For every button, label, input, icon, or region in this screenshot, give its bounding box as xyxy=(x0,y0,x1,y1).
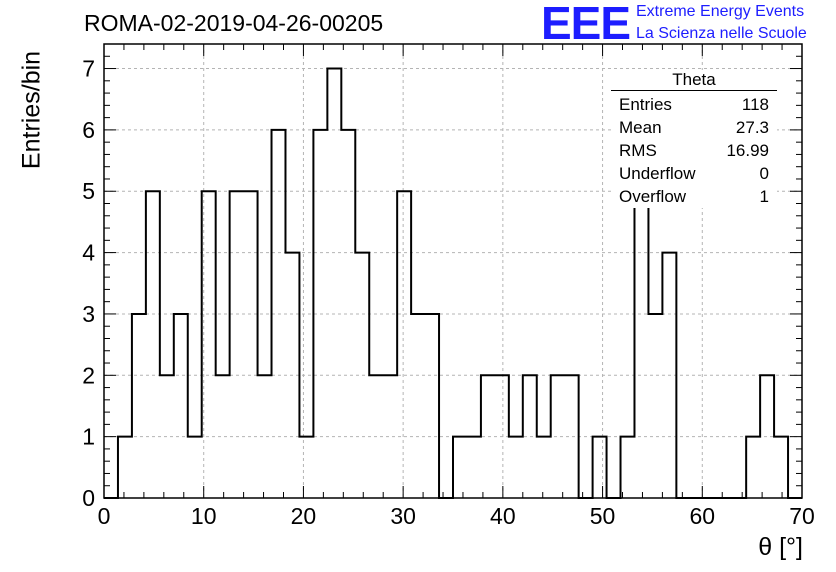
x-tick-label: 0 xyxy=(98,503,111,529)
eee-logo: EEE xyxy=(541,0,631,49)
y-tick-label: 0 xyxy=(82,485,95,511)
stats-label: Overflow xyxy=(619,187,687,206)
stats-label: Underflow xyxy=(619,164,696,183)
y-tick-label: 6 xyxy=(82,117,95,143)
stats-value: 0 xyxy=(759,164,769,183)
y-tick-label: 4 xyxy=(82,240,95,266)
y-tick-label: 3 xyxy=(82,301,95,327)
plot-frame xyxy=(103,43,803,499)
x-tick-label: 20 xyxy=(291,503,317,529)
stats-box: Theta Entries 118 Mean 27.3 RMS 16.99 Un… xyxy=(611,70,777,208)
x-tick-label: 50 xyxy=(590,503,616,529)
x-tick-label: 60 xyxy=(689,503,715,529)
y-tick-label: 1 xyxy=(82,424,95,450)
stats-label: Entries xyxy=(619,95,672,114)
x-tick-label: 30 xyxy=(390,503,416,529)
x-tick-label: 10 xyxy=(191,503,217,529)
stats-row-underflow: Underflow 0 xyxy=(611,162,777,185)
y-tick-label: 5 xyxy=(82,178,95,204)
histogram-line xyxy=(104,67,802,499)
y-axis-label: Entries/bin xyxy=(17,50,46,170)
eee-logo-line2: La Scienza nelle Scuole xyxy=(636,25,807,42)
x-axis-label: θ [°] xyxy=(758,533,803,561)
stats-label: Mean xyxy=(619,118,662,137)
stats-value: 27.3 xyxy=(735,118,769,137)
stats-title: Theta xyxy=(611,70,777,91)
stats-value: 1 xyxy=(759,187,769,206)
y-tick-label: 7 xyxy=(82,56,95,82)
stats-row-entries: Entries 118 xyxy=(611,93,777,116)
stats-row-rms: RMS 16.99 xyxy=(611,139,777,162)
chart-title: ROMA-02-2019-04-26-00205 xyxy=(84,10,384,36)
stats-row-mean: Mean 27.3 xyxy=(611,116,777,139)
stats-label: RMS xyxy=(619,141,657,160)
x-tick-label: 70 xyxy=(789,503,815,529)
y-tick-label: 2 xyxy=(82,362,95,388)
eee-logo-line1: Extreme Energy Events xyxy=(636,3,805,20)
stats-row-overflow: Overflow 1 xyxy=(611,185,777,208)
stats-value: 16.99 xyxy=(726,141,769,160)
x-tick-label: 40 xyxy=(490,503,516,529)
stats-value: 118 xyxy=(741,95,769,114)
